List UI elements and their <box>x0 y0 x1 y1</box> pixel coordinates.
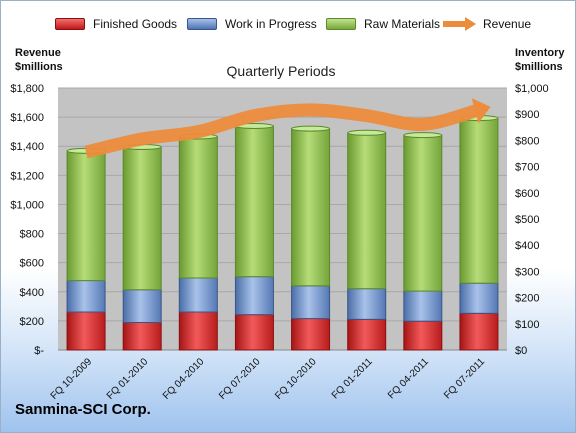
bar-finished-goods <box>459 312 499 351</box>
bar-raw-materials <box>347 132 387 290</box>
x-tick-label: FQ 04-2011 <box>386 356 431 401</box>
left-tick-label: $400 <box>20 287 44 299</box>
bar-finished-goods <box>178 311 218 351</box>
legend-label-revenue: Revenue <box>483 17 532 31</box>
right-tick-label: $600 <box>515 188 539 200</box>
right-axis-title-line1: Inventory <box>515 47 565 59</box>
left-tick-label: $1,200 <box>10 170 44 182</box>
x-tick-label: FQ 01-2011 <box>330 356 375 401</box>
bar-work-in-progress <box>403 290 443 322</box>
bar-finished-goods <box>347 318 387 351</box>
bar-top-cap <box>347 129 387 136</box>
left-axis-title-line1: Revenue <box>15 47 61 59</box>
company-name: Sanmina-SCI Corp. <box>15 401 151 418</box>
right-tick-label: $800 <box>515 135 539 147</box>
legend-item-raw-materials: Raw Materials <box>326 13 440 35</box>
bar-top-cap <box>403 132 443 139</box>
legend-swatch-raw-materials <box>326 18 356 30</box>
left-tick-label: $200 <box>20 316 44 328</box>
bar-finished-goods <box>234 314 274 351</box>
right-tick-label: $100 <box>515 319 539 331</box>
legend-arrow-icon <box>443 17 476 31</box>
left-axis-title: Revenue $millions <box>15 46 63 74</box>
bar-raw-materials <box>403 134 443 292</box>
bar-work-in-progress <box>122 289 162 323</box>
bar-work-in-progress <box>459 282 499 314</box>
left-tick-label: $- <box>34 345 44 357</box>
bar-finished-goods <box>291 318 331 351</box>
bar-finished-goods <box>403 320 443 351</box>
bar-work-in-progress <box>178 277 218 313</box>
legend-label-finished-goods: Finished Goods <box>93 17 178 31</box>
x-tick-label: FQ 04-2010 <box>161 356 207 401</box>
right-tick-label: $400 <box>515 240 539 252</box>
left-tick-label: $800 <box>20 229 44 241</box>
chart-title: Quarterly Periods <box>226 63 336 79</box>
legend-swatch-work-in-progress <box>187 18 217 30</box>
x-tick-label: FQ 07-2010 <box>217 356 263 401</box>
legend-swatch-finished-goods <box>55 18 85 30</box>
left-tick-label: $1,600 <box>10 112 44 124</box>
bar-raw-materials <box>291 128 331 287</box>
left-tick-label: $1,800 <box>10 83 44 95</box>
right-tick-label: $200 <box>515 293 539 305</box>
right-tick-label: $300 <box>515 266 539 278</box>
chart-svg: $- $200 $400 $600 $800 $1,000 $1,200 $1,400 $1,6… <box>10 83 549 401</box>
x-tick-label: FQ 10-2010 <box>273 356 319 401</box>
right-axis-title: Inventory $millions <box>515 46 565 74</box>
x-tick-label: FQ 07-2011 <box>442 356 487 401</box>
x-tick-label: FQ 10-2009 <box>49 356 95 401</box>
bar-work-in-progress <box>347 288 387 320</box>
left-tick-label: $1,400 <box>10 141 44 153</box>
right-tick-label: $1,000 <box>515 83 549 95</box>
right-tick-label: $500 <box>515 214 539 226</box>
revenue-line <box>84 103 481 159</box>
legend-label-raw-materials: Raw Materials <box>364 17 441 31</box>
bar-raw-materials <box>459 117 499 284</box>
right-tick-label: $0 <box>515 345 527 357</box>
bar-raw-materials <box>178 135 218 279</box>
bar-raw-materials <box>122 146 162 291</box>
bar-work-in-progress <box>291 285 331 320</box>
legend-label-work-in-progress: Work in Progress <box>225 17 317 31</box>
right-tick-label: $700 <box>515 162 539 174</box>
bar-finished-goods <box>122 321 162 351</box>
left-axis-title-line2: $millions <box>15 61 63 73</box>
bar-raw-materials <box>66 150 106 282</box>
legend-item-revenue: Revenue <box>441 13 531 35</box>
bar-work-in-progress <box>234 276 274 316</box>
bar-finished-goods <box>66 311 106 351</box>
right-axis-title-line2: $millions <box>515 61 563 73</box>
right-tick-label: $900 <box>515 109 539 121</box>
legend: Finished Goods Work in Progress Raw Mate… <box>1 13 575 35</box>
left-tick-label: $600 <box>20 258 44 270</box>
legend-item-finished-goods: Finished Goods <box>55 13 177 35</box>
legend-item-work-in-progress: Work in Progress <box>187 13 317 35</box>
bar-work-in-progress <box>66 280 106 313</box>
bar-top-cap <box>291 125 331 132</box>
left-tick-label: $1,000 <box>10 199 44 211</box>
revenue-arrowhead <box>471 98 491 124</box>
bar-raw-materials <box>234 125 274 278</box>
x-tick-label: FQ 01-2010 <box>105 356 151 401</box>
